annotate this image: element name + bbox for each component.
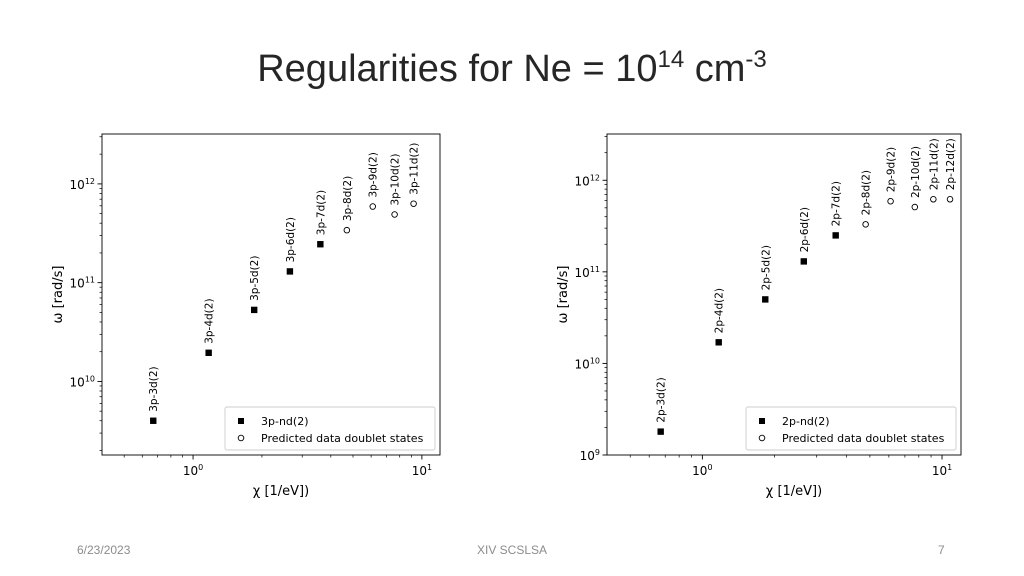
point-label: 2p-10d(2): [910, 146, 922, 198]
point-label: 2p-3d(2): [656, 377, 668, 422]
y-axis-label: ω [rad/s]: [51, 266, 66, 324]
data-point-circle: [343, 226, 351, 234]
slide-title: Regularities for Ne = 1014 cm-3: [0, 48, 1024, 91]
legend-box: [745, 406, 957, 451]
plot-frame: [606, 133, 962, 456]
chart-3p-nd: 100 101 1010 1011 1012 χ [1/eV]) ω [rad/s] 3p-3…: [51, 133, 441, 499]
data-point-square: [657, 428, 664, 435]
data-point-circle: [369, 203, 377, 210]
legend-entry: 2p-nd(2): [782, 415, 830, 428]
y-axis-label: ω [rad/s]: [556, 266, 571, 324]
y-tick-label: 1010: [70, 374, 95, 389]
footer-center: XIV SCSLSA: [476, 543, 548, 557]
data-point-square: [762, 296, 769, 303]
x-axis-label: χ [1/eV]): [253, 484, 309, 499]
legend-marker-square: [238, 418, 244, 424]
footer-date: 6/23/2023: [77, 543, 131, 557]
point-label: 3p-9d(2): [368, 152, 380, 197]
x-tick-label: 100: [692, 463, 712, 478]
data-point-circle: [911, 203, 919, 211]
data-point-square: [832, 232, 839, 239]
y-tick-label: 1010: [575, 356, 600, 371]
footer-page-number: 7: [938, 543, 945, 557]
point-label: 3p-8d(2): [342, 176, 354, 221]
title-unit-exponent: -3: [745, 46, 767, 73]
point-label: 3p-10d(2): [390, 153, 402, 205]
title-unit: cm: [684, 48, 746, 90]
y-tick-label: 109: [580, 448, 600, 463]
point-label: 2p-6d(2): [799, 207, 811, 252]
point-label: 2p-11d(2): [928, 138, 940, 190]
data-point-square: [150, 417, 157, 424]
legend-box: [224, 406, 436, 451]
x-axis-label: χ [1/eV]): [766, 484, 822, 499]
legend-entry: Predicted data doublet states: [782, 432, 945, 445]
point-label: 3p-7d(2): [315, 190, 327, 235]
point-label: 3p-6d(2): [285, 217, 297, 262]
point-label: 2p-12d(2): [945, 138, 957, 190]
data-point-square: [317, 241, 324, 248]
data-point-circle: [930, 196, 937, 203]
data-point-circle: [887, 197, 894, 205]
y-tick-label: 1011: [70, 276, 95, 291]
plot-frame: [101, 133, 441, 456]
point-label: 3p-4d(2): [204, 298, 216, 343]
point-label: 3p-3d(2): [148, 366, 160, 411]
title-exponent: 14: [657, 46, 685, 73]
point-label: 2p-9d(2): [886, 147, 898, 192]
data-point-circle: [946, 196, 954, 203]
y-tick-label: 1011: [575, 265, 600, 280]
data-point-square: [286, 268, 294, 275]
x-tick-label: 101: [932, 463, 952, 478]
data-point-square: [205, 349, 212, 356]
legend-entry: 3p-nd(2): [261, 415, 309, 428]
chart-2p-nd: 100 101 109 1010 1011 1012 χ [1/eV]) ω [rad/s] 2…: [556, 133, 962, 499]
data-point-circle: [862, 221, 869, 228]
data-point-circle: [391, 211, 398, 218]
x-tick-label: 101: [412, 463, 432, 478]
point-label: 2p-7d(2): [831, 181, 843, 226]
legend-entry: Predicted data doublet states: [261, 432, 424, 445]
legend-marker-circle: [758, 434, 766, 442]
x-tick-label: 100: [183, 463, 203, 478]
legend-marker-square: [759, 418, 765, 424]
title-main: Regularities for Ne = 10: [257, 48, 658, 90]
point-label: 2p-4d(2): [714, 288, 726, 333]
point-label: 3p-5d(2): [249, 256, 261, 301]
point-label: 3p-11d(2): [409, 143, 421, 195]
data-point-square: [800, 258, 808, 265]
legend-marker-circle: [237, 434, 245, 442]
data-point-square: [715, 339, 722, 346]
y-tick-label: 1012: [70, 177, 95, 192]
y-tick-label: 1012: [575, 173, 600, 188]
data-point-circle: [410, 200, 417, 207]
point-label: 2p-5d(2): [760, 245, 772, 290]
point-label: 2p-8d(2): [861, 170, 873, 215]
data-point-square: [250, 306, 258, 314]
